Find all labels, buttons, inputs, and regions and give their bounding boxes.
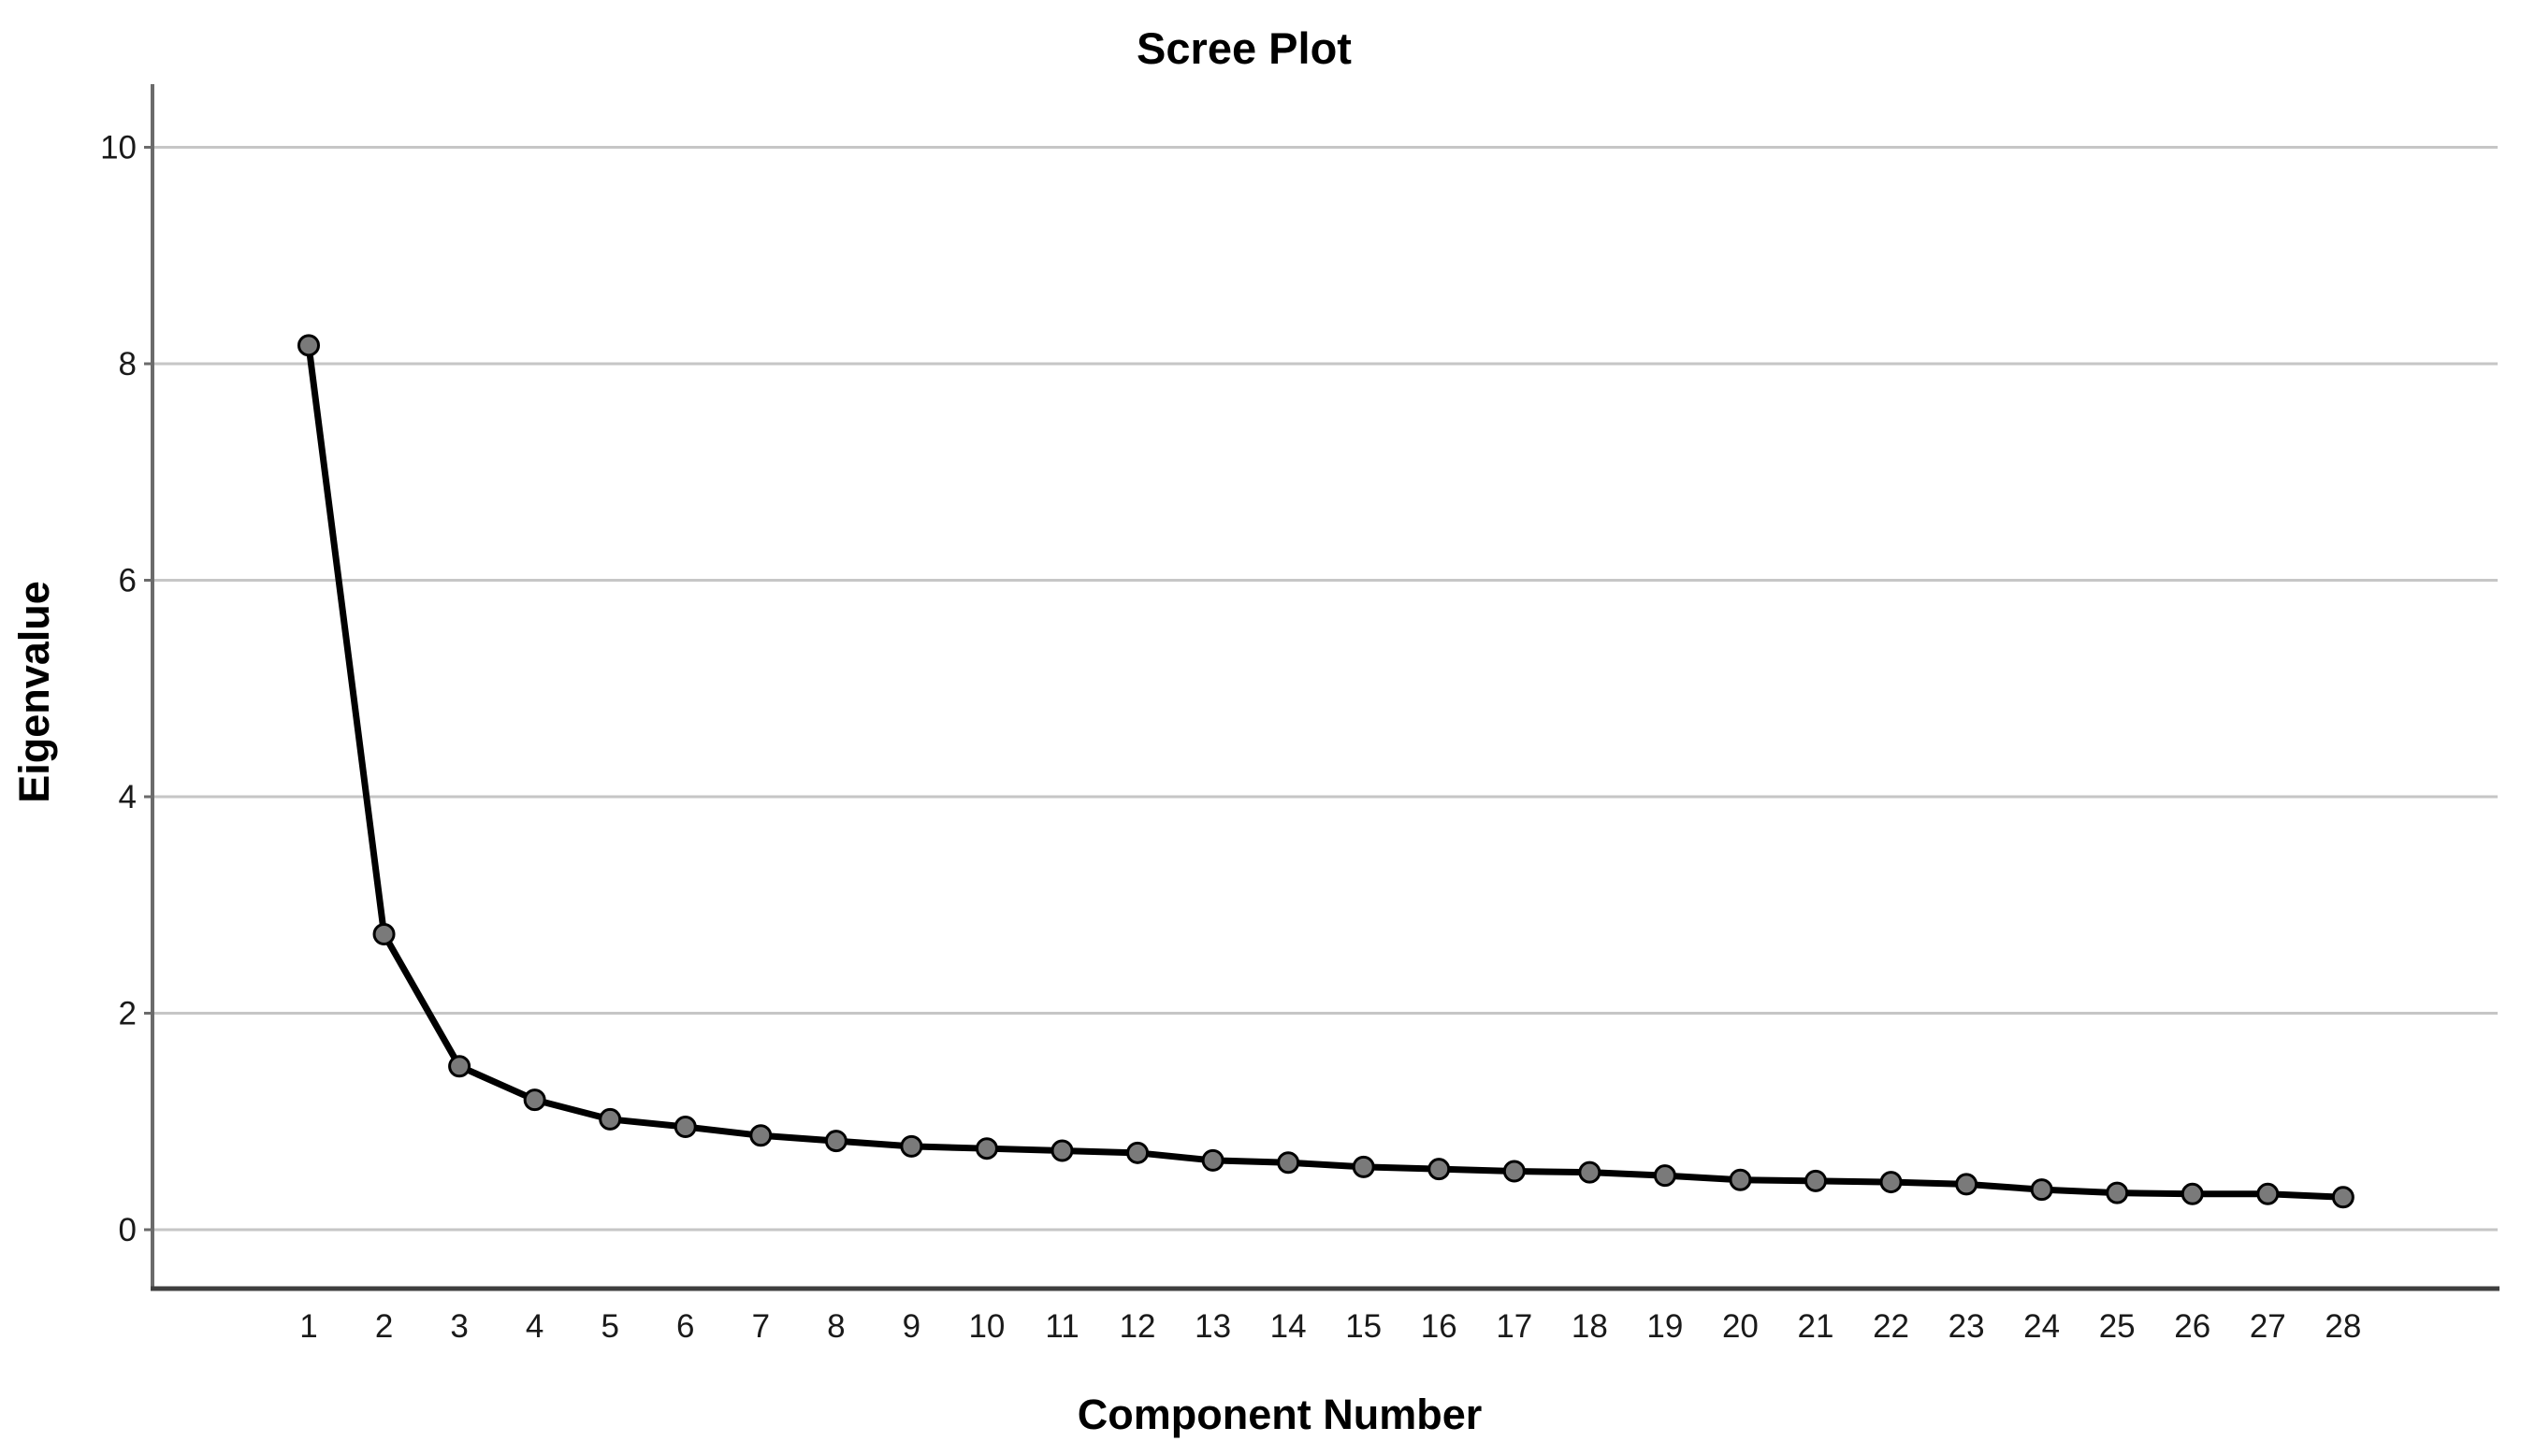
x-axis-tick-label: 28 — [2325, 1308, 2361, 1345]
data-point-marker-25 — [2106, 1181, 2129, 1204]
x-axis-tick-label: 11 — [1045, 1308, 1079, 1345]
data-point-marker-10 — [975, 1137, 998, 1160]
y-axis-tick-label: 0 — [119, 1212, 137, 1248]
data-point-marker-18 — [1578, 1160, 1601, 1184]
chart-title: Scree Plot — [1137, 23, 1352, 73]
data-point-marker-21 — [1804, 1169, 1827, 1192]
y-axis-title: Eigenvalue — [10, 581, 58, 803]
data-point-marker-4 — [523, 1088, 546, 1112]
x-axis-tick-label: 19 — [1646, 1308, 1683, 1345]
gridlines-layer — [152, 146, 2498, 1232]
x-axis-tick-label: 2 — [375, 1308, 393, 1345]
x-axis-tick-label: 1 — [299, 1308, 317, 1345]
x-axis-tick-label: 25 — [2099, 1308, 2136, 1345]
y-axis-tick-label: 4 — [119, 779, 137, 815]
x-axis-tick-label: 21 — [1798, 1308, 1834, 1345]
series-line — [305, 341, 2347, 1201]
data-point-marker-8 — [824, 1130, 848, 1153]
data-point-marker-16 — [1427, 1158, 1451, 1181]
x-axis-tick-label: 8 — [827, 1308, 845, 1345]
data-point-marker-20 — [1729, 1168, 1752, 1191]
y-axis-tick-label: 6 — [119, 563, 137, 599]
x-axis-tick-label: 17 — [1496, 1308, 1532, 1345]
data-point-marker-28 — [2331, 1186, 2354, 1209]
y-axis-tick-label: 10 — [100, 130, 137, 166]
x-axis-tick-label: 13 — [1195, 1308, 1231, 1345]
x-axis-tick-label: 18 — [1572, 1308, 1608, 1345]
x-axis-tick-label: 7 — [752, 1308, 770, 1345]
x-axis-tick-label: 4 — [526, 1308, 543, 1345]
x-axis-tick-label: 9 — [903, 1308, 920, 1345]
axes-layer — [144, 84, 2499, 1291]
data-point-marker-1 — [297, 334, 320, 357]
data-point-marker-27 — [2256, 1182, 2280, 1205]
data-point-marker-24 — [2030, 1178, 2053, 1202]
x-axis-tick-label: 16 — [1421, 1308, 1457, 1345]
data-point-marker-12 — [1126, 1141, 1150, 1164]
x-axis-tick-label: 22 — [1873, 1308, 1909, 1345]
x-axis-title: Component Number — [1078, 1391, 1483, 1438]
y-axis-tick-label: 8 — [119, 346, 137, 382]
data-point-marker-11 — [1050, 1139, 1074, 1162]
data-point-marker-13 — [1201, 1148, 1224, 1172]
y-axis-tick-label: 2 — [119, 996, 137, 1032]
x-axis-tick-label: 14 — [1270, 1308, 1307, 1345]
x-axis-tick-label: 23 — [1949, 1308, 1985, 1345]
x-axis-tick-label: 5 — [601, 1308, 618, 1345]
data-point-marker-3 — [448, 1055, 471, 1078]
data-point-marker-2 — [372, 923, 396, 946]
x-axis-tick-label: 12 — [1120, 1308, 1156, 1345]
data-point-marker-26 — [2181, 1182, 2204, 1205]
data-point-marker-14 — [1277, 1151, 1300, 1175]
data-point-marker-7 — [749, 1124, 773, 1147]
data-point-marker-9 — [900, 1134, 923, 1158]
data-point-marker-19 — [1653, 1164, 1676, 1188]
x-axis-tick-label: 15 — [1345, 1308, 1382, 1345]
x-axis-tick-label: 10 — [968, 1308, 1005, 1345]
x-axis-tick-label: 26 — [2174, 1308, 2210, 1345]
x-axis-tick-label: 6 — [676, 1308, 694, 1345]
data-point-marker-5 — [599, 1107, 622, 1131]
series-layer — [297, 334, 2354, 1209]
data-point-marker-22 — [1879, 1171, 1903, 1194]
x-axis-tick-label: 20 — [1722, 1308, 1759, 1345]
data-point-marker-17 — [1502, 1160, 1526, 1183]
x-axis-tick-label: 3 — [450, 1308, 468, 1345]
x-axis-tick-label: 24 — [2023, 1308, 2060, 1345]
x-axis-tick-label: 27 — [2250, 1308, 2286, 1345]
data-point-marker-23 — [1955, 1173, 1978, 1196]
data-point-marker-6 — [674, 1116, 697, 1139]
data-point-marker-15 — [1352, 1155, 1375, 1178]
